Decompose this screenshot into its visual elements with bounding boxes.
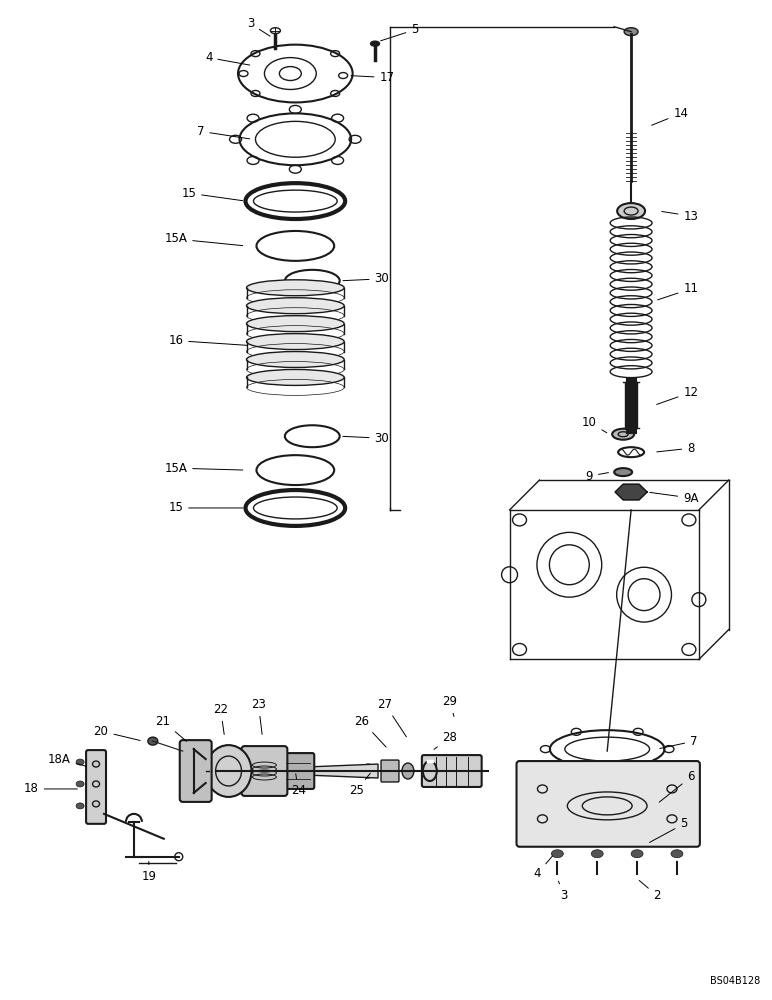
FancyBboxPatch shape (180, 740, 212, 802)
Ellipse shape (363, 764, 373, 778)
Ellipse shape (205, 745, 252, 797)
FancyBboxPatch shape (242, 746, 287, 796)
Text: 15A: 15A (164, 462, 242, 475)
Text: 6: 6 (659, 770, 695, 802)
Text: 12: 12 (657, 386, 699, 404)
Text: 16: 16 (168, 334, 248, 347)
FancyBboxPatch shape (283, 753, 314, 789)
Ellipse shape (246, 352, 344, 367)
Text: 3: 3 (247, 17, 270, 36)
Text: 15: 15 (181, 187, 242, 201)
FancyBboxPatch shape (86, 750, 106, 824)
Text: 4: 4 (205, 51, 250, 65)
Text: 18: 18 (24, 782, 77, 795)
Text: 4: 4 (533, 856, 553, 880)
Ellipse shape (615, 468, 632, 476)
Text: 2: 2 (639, 880, 661, 902)
Text: 20: 20 (93, 725, 141, 740)
Ellipse shape (631, 850, 643, 858)
Text: 17: 17 (351, 71, 394, 84)
Ellipse shape (246, 316, 344, 332)
Polygon shape (305, 764, 378, 778)
Ellipse shape (671, 850, 683, 858)
Text: 19: 19 (141, 861, 157, 883)
Text: 3: 3 (558, 881, 568, 902)
Text: 29: 29 (442, 695, 457, 717)
Text: 15: 15 (168, 501, 242, 514)
Ellipse shape (148, 737, 157, 745)
Ellipse shape (246, 280, 344, 296)
Text: 22: 22 (213, 703, 228, 734)
Ellipse shape (551, 850, 564, 858)
Text: 10: 10 (582, 416, 607, 433)
Text: 21: 21 (155, 715, 187, 741)
Ellipse shape (246, 369, 344, 385)
Ellipse shape (246, 298, 344, 314)
FancyBboxPatch shape (381, 760, 399, 782)
Text: BS04B128: BS04B128 (710, 976, 760, 986)
Text: 23: 23 (251, 698, 266, 734)
Text: 30: 30 (343, 432, 389, 445)
Text: 13: 13 (662, 210, 699, 223)
Text: 24: 24 (291, 774, 306, 797)
Polygon shape (615, 484, 647, 500)
Text: 5: 5 (381, 23, 418, 41)
Text: 18A: 18A (48, 753, 86, 766)
Ellipse shape (617, 203, 645, 219)
Text: 28: 28 (434, 731, 457, 749)
Text: 27: 27 (378, 698, 406, 737)
Text: 14: 14 (652, 107, 689, 125)
Text: 8: 8 (657, 442, 695, 455)
FancyBboxPatch shape (516, 761, 700, 847)
Ellipse shape (371, 41, 380, 46)
Ellipse shape (76, 759, 84, 765)
Text: 11: 11 (658, 282, 699, 300)
FancyBboxPatch shape (422, 755, 482, 787)
Text: 15A: 15A (164, 232, 242, 246)
Ellipse shape (76, 803, 84, 809)
Ellipse shape (76, 781, 84, 787)
Ellipse shape (246, 334, 344, 350)
Text: 9: 9 (585, 470, 608, 483)
Text: 9A: 9A (650, 492, 699, 505)
Ellipse shape (402, 763, 414, 779)
Text: 5: 5 (649, 817, 688, 842)
Ellipse shape (591, 850, 603, 858)
Text: 7: 7 (660, 735, 698, 749)
Text: 30: 30 (343, 272, 389, 285)
Text: 25: 25 (349, 773, 371, 797)
Ellipse shape (624, 28, 638, 36)
Text: 26: 26 (354, 715, 386, 747)
Ellipse shape (612, 429, 634, 440)
FancyBboxPatch shape (625, 382, 637, 428)
Text: 7: 7 (197, 125, 249, 139)
